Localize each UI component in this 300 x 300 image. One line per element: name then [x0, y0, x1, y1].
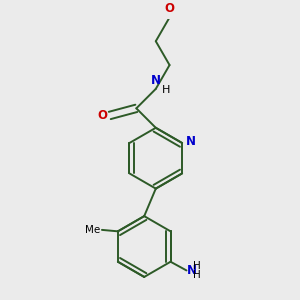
- Text: N: N: [186, 135, 196, 148]
- Text: O: O: [98, 109, 107, 122]
- Text: N: N: [151, 74, 161, 87]
- Text: Me: Me: [85, 225, 100, 235]
- Text: H: H: [193, 270, 201, 280]
- Text: O: O: [164, 2, 175, 15]
- Text: H: H: [193, 261, 201, 271]
- Text: H: H: [162, 85, 170, 95]
- Text: N: N: [187, 264, 197, 277]
